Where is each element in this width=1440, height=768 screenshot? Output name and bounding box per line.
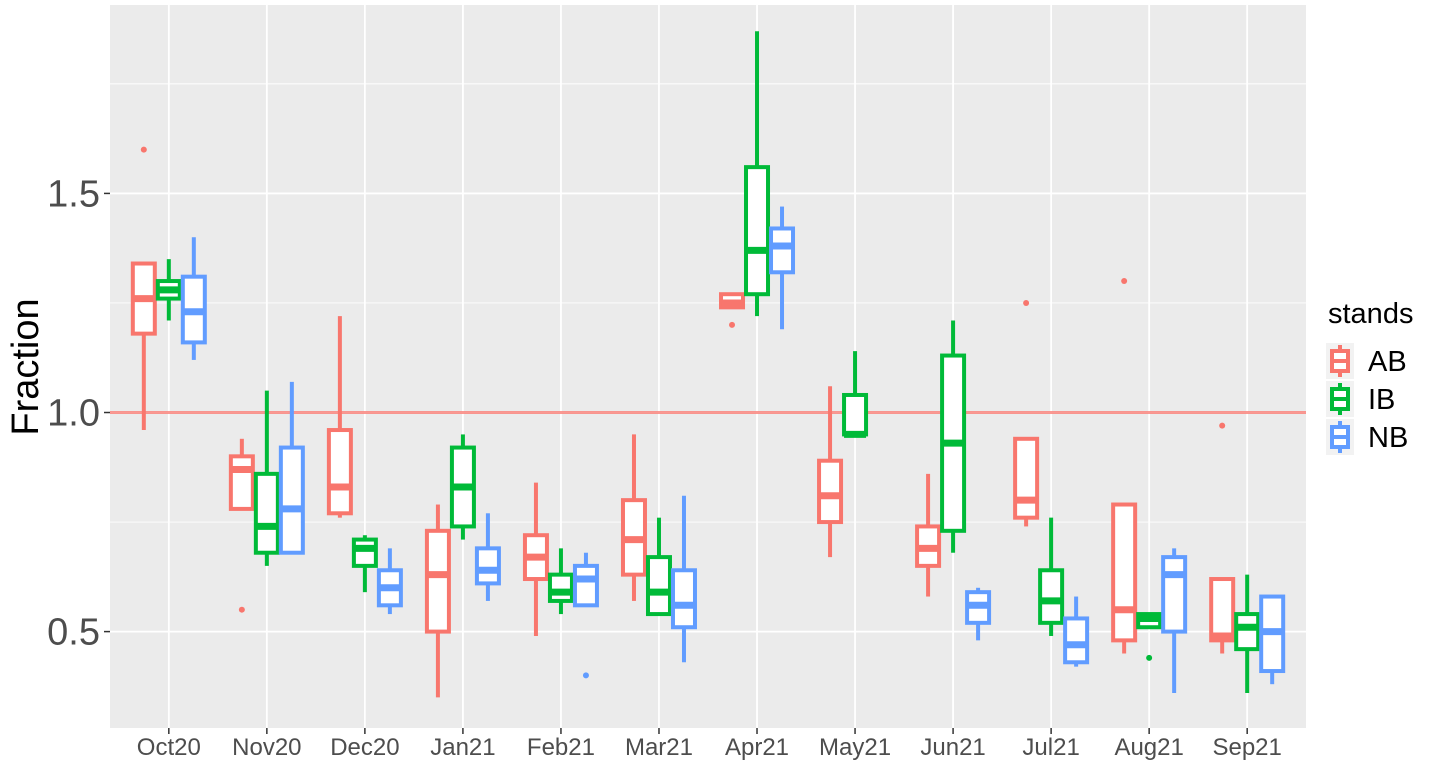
x-tick-label: Jul21 <box>1022 734 1079 761</box>
box <box>228 454 255 511</box>
legend-label: IB <box>1368 384 1395 416</box>
legend: stands AB IB NB <box>1326 298 1413 455</box>
outlier-point <box>729 321 736 328</box>
box <box>842 392 869 437</box>
box <box>1209 577 1236 643</box>
x-tick-label: Feb21 <box>527 734 595 761</box>
legend-title: stands <box>1328 298 1413 330</box>
y-axis-title: Fraction <box>5 298 47 435</box>
series-ib <box>155 31 1261 693</box>
x-tick-label: Jun21 <box>920 734 985 761</box>
box <box>1161 555 1188 634</box>
x-tick-label: Apr21 <box>725 734 789 761</box>
box <box>253 471 280 555</box>
box <box>351 537 378 568</box>
x-tick-label: Aug21 <box>1114 734 1183 761</box>
legend-label: AB <box>1368 346 1407 378</box>
outlier-point <box>582 672 589 679</box>
outlier-point <box>140 146 147 153</box>
grid-minor <box>110 83 1306 523</box>
x-axis: Oct20 Nov20 Dec20 Jan21 Feb21 Mar21 Apr21 May21… <box>137 728 1282 761</box>
outlier-point <box>238 606 245 613</box>
outlier-point <box>1121 278 1128 285</box>
y-tick-label: 1.0 <box>47 393 100 435</box>
box <box>572 563 599 608</box>
box <box>1038 568 1065 625</box>
y-tick-label: 0.5 <box>47 612 100 654</box>
legend-label: NB <box>1368 422 1408 454</box>
box <box>1063 616 1090 665</box>
x-tick-label: Mar21 <box>625 734 693 761</box>
box <box>744 165 771 297</box>
box <box>817 458 844 525</box>
box <box>670 568 697 630</box>
x-tick-label: Sep21 <box>1212 734 1281 761</box>
box <box>278 445 305 555</box>
box <box>547 572 574 603</box>
x-tick-label: Jan21 <box>430 734 495 761</box>
x-tick-label: Oct20 <box>137 734 201 761</box>
panel-background <box>110 5 1306 728</box>
box <box>474 546 501 586</box>
outlier-point <box>1219 422 1226 429</box>
y-tick-label: 1.5 <box>47 173 100 215</box>
box <box>424 528 451 634</box>
outlier-point <box>1146 654 1153 661</box>
series-nb <box>180 206 1286 693</box>
box-series <box>130 31 1286 698</box>
box <box>1234 612 1261 652</box>
x-tick-label: Nov20 <box>232 734 301 761</box>
series-ab <box>130 146 1236 698</box>
outlier-point <box>1023 299 1030 306</box>
y-axis: 0.5 1.0 1.5 <box>47 173 110 654</box>
box <box>326 428 353 516</box>
box <box>1111 502 1138 643</box>
box <box>769 226 796 275</box>
x-tick-label: May21 <box>819 734 891 761</box>
x-tick-label: Dec20 <box>330 734 399 761</box>
box <box>1013 436 1040 520</box>
box <box>645 555 672 617</box>
